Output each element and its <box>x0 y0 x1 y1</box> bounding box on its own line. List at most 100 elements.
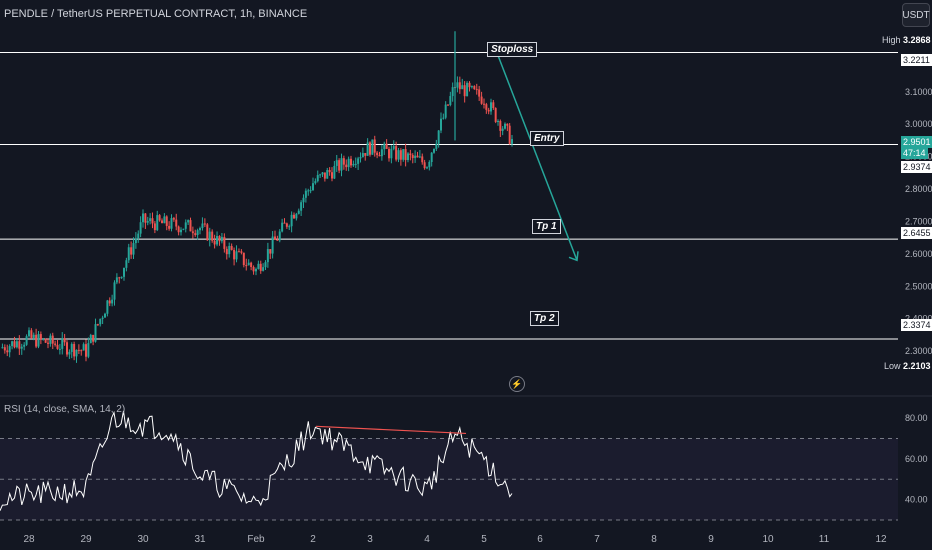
candle-body-50 <box>120 276 123 278</box>
bolt-icon[interactable]: ⚡ <box>509 376 525 392</box>
candle-body-51 <box>123 267 125 277</box>
candle-body-69 <box>165 216 168 226</box>
candle-body-154 <box>369 142 371 155</box>
candle-body-31 <box>75 349 78 357</box>
candle-body-48 <box>115 277 118 283</box>
time-axis[interactable]: 28 29 30 31 Feb 2 3 4 5 6 7 8 9 10 11 12 <box>23 534 887 545</box>
candle-body-171 <box>409 153 412 156</box>
candle-body-210 <box>501 128 504 131</box>
y-tick-label-4: 2.7000 <box>905 216 932 226</box>
candle-body-68 <box>163 216 166 224</box>
candle-body-197 <box>470 86 473 88</box>
candle-body-13 <box>32 334 35 338</box>
candle-body-163 <box>390 148 393 159</box>
candle-body-128 <box>307 190 310 192</box>
candle-body-162 <box>388 148 390 159</box>
candle-body-152 <box>364 153 367 156</box>
candle-body-180 <box>430 152 433 163</box>
candle-body-161 <box>385 143 388 149</box>
candle-body-39 <box>94 324 97 342</box>
x-tick-label-13: 10 <box>762 534 774 545</box>
candle-body-157 <box>376 152 379 156</box>
tp2-annotation[interactable]: Tp 2 <box>530 311 559 326</box>
candle-body-99 <box>237 251 240 253</box>
tp1-annotation[interactable]: Tp 1 <box>532 219 561 234</box>
stoploss-annotation[interactable]: Stoploss <box>487 42 538 57</box>
candle-body-139 <box>333 165 336 179</box>
candle-body-29 <box>70 344 73 352</box>
x-tick-label-0: 28 <box>23 534 35 545</box>
currency-button[interactable]: USDT <box>902 3 930 27</box>
price-axis[interactable]: 3.10003.00002.90002.80002.70002.60002.50… <box>905 87 932 356</box>
candle-body-118 <box>283 222 286 224</box>
candle-body-95 <box>228 245 231 255</box>
rsi-bands <box>0 438 898 521</box>
candle-body-94 <box>225 248 228 255</box>
candle-body-166 <box>397 150 400 160</box>
candle-body-130 <box>312 183 314 191</box>
candle-body-207 <box>494 108 497 122</box>
arrow-shaft[interactable] <box>496 52 578 261</box>
entry-annotation[interactable]: Entry <box>530 131 564 146</box>
candle-body-92 <box>220 236 223 242</box>
candle-body-18 <box>44 338 47 343</box>
candle-body-22 <box>54 343 57 345</box>
candle-body-80 <box>191 231 194 234</box>
candle-body-32 <box>77 349 80 351</box>
candle-body-88 <box>211 231 214 241</box>
rsi-divergence-line[interactable] <box>315 425 467 435</box>
candle-body-82 <box>196 230 199 236</box>
current-price-label: 2.9501 <box>901 136 932 148</box>
candle-body-121 <box>290 214 293 227</box>
candle-body-9 <box>23 344 26 347</box>
candle-body-65 <box>156 215 159 231</box>
candle-body-104 <box>250 262 253 268</box>
candle-body-181 <box>433 148 435 153</box>
candle-body-111 <box>266 249 269 263</box>
candle-body-66 <box>158 215 161 221</box>
candle-body-16 <box>39 334 42 340</box>
candle-body-129 <box>309 190 312 192</box>
horizontal-levels <box>0 52 898 340</box>
x-tick-label-12: 9 <box>708 534 714 545</box>
candle-body-205 <box>490 102 492 112</box>
candle-body-143 <box>342 158 345 165</box>
rsi-pane <box>0 410 898 521</box>
candle-body-173 <box>414 155 417 159</box>
candle-body-120 <box>288 226 291 228</box>
candle-body-6 <box>15 341 18 348</box>
candle-body-27 <box>66 342 68 355</box>
candle-body-47 <box>113 282 116 300</box>
candle-body-67 <box>161 220 163 224</box>
candle-body-195 <box>466 82 469 97</box>
x-tick-label-3: 31 <box>194 534 206 545</box>
x-tick-label-4: Feb <box>247 534 265 545</box>
candle-body-178 <box>426 167 428 169</box>
candle-body-72 <box>172 218 175 220</box>
candle-body-102 <box>245 265 248 267</box>
candle-body-59 <box>142 213 144 223</box>
candle-body-167 <box>399 150 402 160</box>
candle-body-141 <box>338 160 341 171</box>
x-tick-label-14: 11 <box>819 534 830 545</box>
candle-body-151 <box>361 153 364 158</box>
candle-body-169 <box>404 149 407 161</box>
candle-body-3 <box>8 346 11 353</box>
x-tick-label-15: 12 <box>875 534 887 545</box>
candle-body-183 <box>437 130 440 144</box>
candle-body-168 <box>402 149 405 160</box>
y-tick-label-8: 2.3000 <box>905 346 932 356</box>
candle-body-148 <box>354 163 357 165</box>
candle-body-2 <box>6 350 9 353</box>
tp2-level-label: 2.3374 <box>901 319 932 331</box>
rsi-tick-label-0: 80.00 <box>905 413 928 423</box>
candle-body-53 <box>127 247 130 261</box>
candle-body-103 <box>247 262 250 266</box>
high-value: 3.2868 <box>901 34 932 46</box>
x-tick-label-7: 4 <box>424 534 430 545</box>
candle-body-146 <box>350 158 352 166</box>
rsi-line <box>0 410 513 511</box>
candle-body-64 <box>153 223 156 231</box>
entry-level-label: 2.9374 <box>901 161 932 173</box>
